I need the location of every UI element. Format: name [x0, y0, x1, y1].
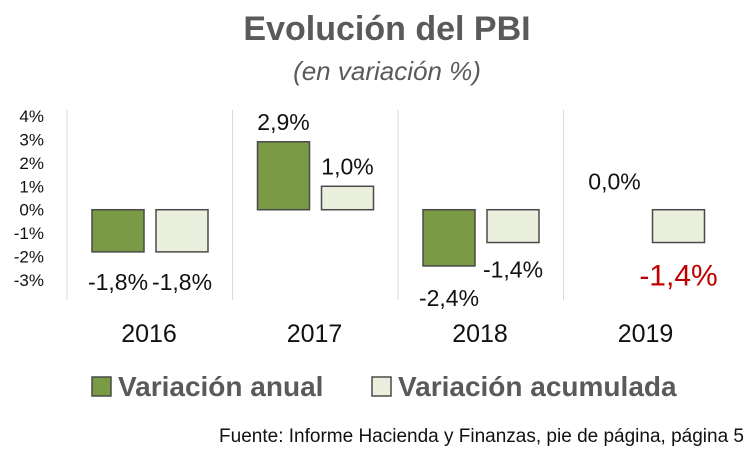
y-tick-label: 1%: [19, 177, 44, 196]
y-tick-label: 0%: [19, 201, 44, 220]
y-tick-label: 4%: [19, 107, 44, 126]
x-axis: 2016 2017 2018 2019: [121, 320, 673, 348]
bars: [91, 141, 706, 267]
data-label-cumulative-2019: -1,4%: [639, 260, 717, 293]
bar-cumulative-2016: [155, 208, 209, 253]
y-tick-label: -1%: [14, 224, 44, 243]
y-tick-label: 3%: [19, 130, 44, 149]
bar-cumulative-2019: [651, 208, 706, 244]
legend-swatch-cumulative: [371, 376, 392, 397]
y-axis: 4% 3% 2% 1% 0% -1% -2% -3%: [14, 107, 44, 290]
data-label-annual-2017: 2,9%: [257, 109, 309, 135]
bar-annual-2018: [422, 208, 476, 267]
legend-label-cumulative: Variación acumulada: [398, 371, 677, 402]
year-separators: [66, 110, 564, 300]
y-tick-label: -2%: [14, 248, 44, 267]
y-tick-label: -3%: [14, 271, 44, 290]
source-note: Fuente: Informe Hacienda y Finanzas, pie…: [219, 426, 744, 447]
bar-annual-2017: [256, 141, 311, 211]
bar-cumulative-2017: [320, 185, 375, 211]
data-label-annual-2018: -2,4%: [419, 285, 479, 311]
legend-swatch-annual: [91, 376, 112, 397]
bar-cumulative-2018: [486, 208, 540, 244]
x-tick-label: 2019: [618, 320, 674, 348]
y-tick-label: 2%: [19, 154, 44, 173]
x-tick-label: 2017: [287, 320, 343, 348]
data-label-annual-2016: -1,8%: [88, 269, 148, 295]
legend: Variación anual Variación acumulada: [91, 371, 677, 402]
data-label-cumulative-2017: 1,0%: [321, 153, 373, 179]
chart-title: Evolución del PBI: [243, 10, 530, 48]
bar-annual-2016: [91, 208, 145, 253]
chart-subtitle: (en variación %): [293, 56, 481, 86]
data-labels: -1,8% -1,8%2,9%1,0%-2,4%-1,4%0,0%-1,4%: [88, 109, 718, 311]
data-label-cumulative-2018: -1,4%: [483, 257, 543, 283]
x-tick-label: 2018: [452, 320, 508, 348]
data-label-annual-2019: 0,0%: [588, 169, 640, 195]
x-tick-label: 2016: [121, 320, 177, 348]
data-label-cumulative-2016: -1,8%: [152, 269, 212, 295]
legend-label-annual: Variación anual: [118, 371, 323, 402]
